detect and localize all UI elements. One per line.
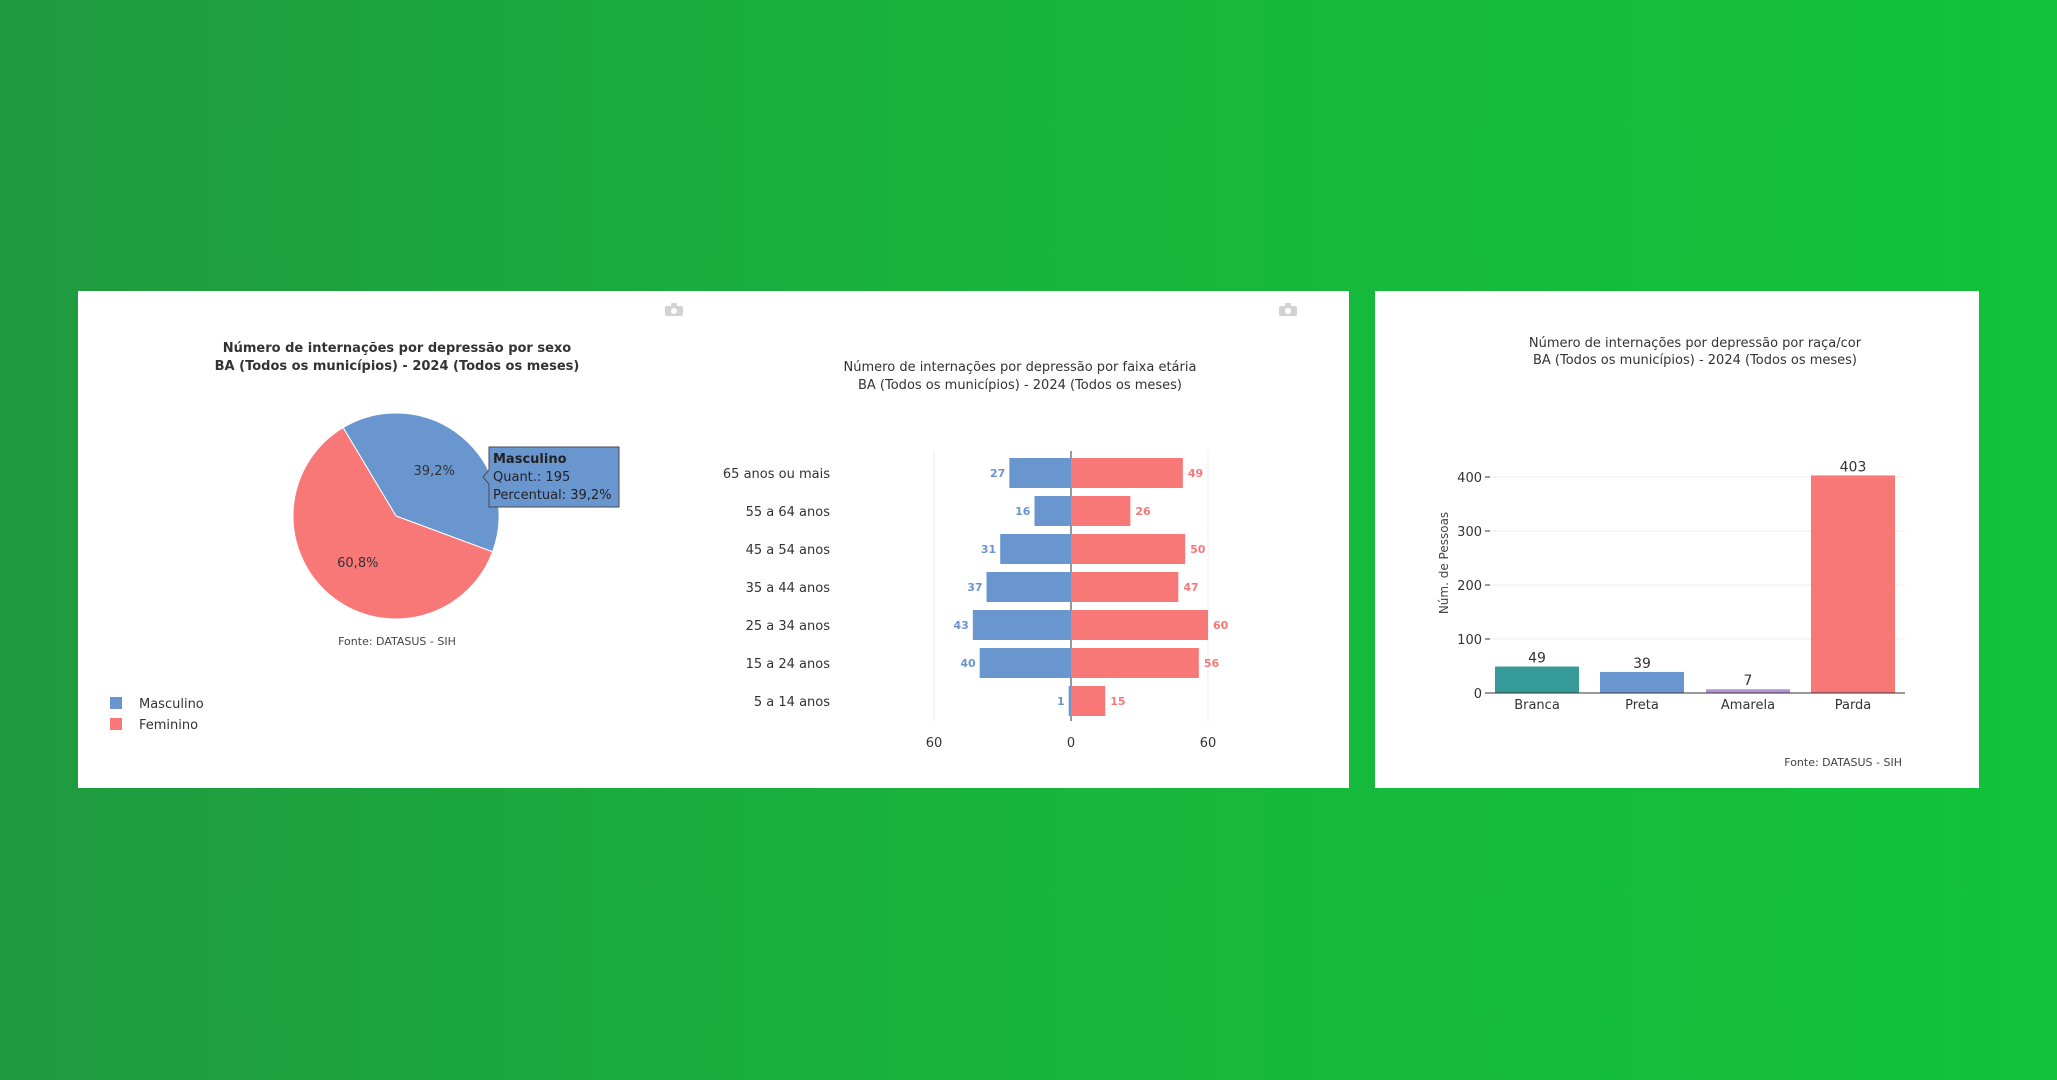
age-category-label: 45 a 54 anos — [746, 543, 831, 558]
race-chart-subtitle: BA (Todos os municípios) - 2024 (Todos o… — [1533, 353, 1857, 368]
age-value-label-right: 49 — [1188, 467, 1203, 480]
age-category-label: 55 a 64 anos — [746, 505, 831, 520]
pie-chart-subtitle: BA (Todos os municípios) - 2024 (Todos o… — [215, 359, 580, 374]
age-bar-left[interactable] — [979, 648, 1071, 678]
tooltip-quantity: Quant.: 195 — [493, 470, 570, 485]
race-y-tick-label: 0 — [1474, 687, 1482, 702]
camera-icon[interactable] — [1279, 303, 1297, 316]
age-bar-left[interactable] — [986, 572, 1071, 602]
pie-legend: Masculino Feminino — [110, 697, 204, 733]
age-value-label-right: 47 — [1183, 581, 1198, 594]
legend-label-feminino[interactable]: Feminino — [139, 718, 198, 733]
age-value-label-right: 15 — [1110, 695, 1125, 708]
age-value-label-left: 40 — [960, 657, 976, 670]
age-bar-left[interactable] — [1000, 534, 1071, 564]
age-category-label: 5 a 14 anos — [754, 695, 830, 710]
age-bar-right[interactable] — [1071, 610, 1208, 640]
pie-slice-label: 60,8% — [337, 556, 378, 571]
race-y-axis-label: Núm. de Pessoas — [1437, 512, 1451, 614]
age-category-label: 65 anos ou mais — [723, 467, 830, 482]
left-charts-svg: Número de internações por depressão por … — [110, 341, 1229, 751]
age-value-label-right: 56 — [1204, 657, 1220, 670]
age-value-label-left: 43 — [954, 619, 969, 632]
legend-label-masculino[interactable]: Masculino — [139, 697, 204, 712]
race-category-label: Parda — [1835, 698, 1872, 713]
right-chart-panel: Número de internações por depressão por … — [1375, 291, 1979, 788]
age-bar-left[interactable] — [1009, 458, 1071, 488]
age-value-label-left: 16 — [1015, 505, 1031, 518]
age-x-tick-label: 60 — [1200, 736, 1217, 751]
race-value-label: 403 — [1840, 459, 1867, 475]
age-category-label: 25 a 34 anos — [746, 619, 831, 634]
race-chart-svg: Número de internações por depressão por … — [1437, 336, 1905, 769]
pie-chart-title: Número de internações por depressão por … — [223, 341, 572, 356]
age-bar-left[interactable] — [972, 610, 1071, 640]
tooltip-title: Masculino — [493, 452, 567, 467]
age-value-label-left: 31 — [981, 543, 996, 556]
pie-slice-label: 39,2% — [414, 464, 455, 479]
race-category-label: Branca — [1514, 698, 1560, 713]
race-category-label: Amarela — [1721, 698, 1775, 713]
race-bar-amarela[interactable] — [1706, 689, 1790, 693]
race-bar-preta[interactable] — [1600, 671, 1684, 693]
age-category-label: 15 a 24 anos — [746, 657, 831, 672]
age-chart-title: Número de internações por depressão por … — [844, 360, 1197, 375]
race-chart-title: Número de internações por depressão por … — [1529, 336, 1862, 351]
age-bar-right[interactable] — [1071, 686, 1106, 716]
race-y-tick-label: 300 — [1457, 525, 1482, 540]
age-bar-right[interactable] — [1071, 572, 1179, 602]
left-chart-panel: Número de internações por depressão por … — [78, 291, 1349, 788]
tooltip-percent: Percentual: 39,2% — [493, 488, 612, 503]
age-value-label-right: 60 — [1213, 619, 1229, 632]
age-x-tick-label: 60 — [926, 736, 943, 751]
age-x-tick-label: 0 — [1067, 736, 1075, 751]
age-chart-subtitle: BA (Todos os municípios) - 2024 (Todos o… — [858, 378, 1182, 393]
race-value-label: 7 — [1744, 673, 1753, 689]
camera-icon[interactable] — [665, 303, 683, 316]
race-y-tick-label: 400 — [1457, 471, 1482, 486]
pie-source-label: Fonte: DATASUS - SIH — [338, 635, 456, 648]
legend-swatch-feminino[interactable] — [110, 718, 122, 730]
race-value-label: 49 — [1528, 651, 1546, 667]
race-bar-branca[interactable] — [1495, 666, 1579, 693]
age-value-label-right: 50 — [1190, 543, 1206, 556]
age-value-label-right: 26 — [1135, 505, 1151, 518]
legend-swatch-masculino[interactable] — [110, 697, 122, 709]
age-bar-right[interactable] — [1071, 458, 1183, 488]
age-value-label-left: 1 — [1057, 695, 1065, 708]
race-bar-parda[interactable] — [1811, 475, 1895, 693]
age-pyramid-chart: 65 anos ou mais 27 49 55 a 64 anos 16 26 45 a … — [723, 451, 1229, 751]
age-bar-right[interactable] — [1071, 648, 1199, 678]
pie-slice-masculino[interactable] — [342, 412, 500, 553]
race-bar-chart: 0 100 200 300 400 49 Branca 39 Preta 7 Amarela 403 P… — [1457, 459, 1905, 713]
age-bar-left[interactable] — [1034, 496, 1071, 526]
age-value-label-left: 37 — [967, 581, 982, 594]
race-y-tick-label: 100 — [1457, 633, 1482, 648]
race-value-label: 39 — [1633, 656, 1651, 672]
pie-tooltip: Masculino Quant.: 195 Percentual: 39,2% — [482, 446, 620, 508]
pie-slice-feminino[interactable] — [292, 426, 494, 620]
age-bar-right[interactable] — [1071, 496, 1131, 526]
age-bar-right[interactable] — [1071, 534, 1186, 564]
race-category-label: Preta — [1625, 698, 1659, 713]
age-value-label-left: 27 — [990, 467, 1005, 480]
age-bar-left[interactable] — [1068, 686, 1071, 716]
race-y-tick-label: 200 — [1457, 579, 1482, 594]
pie-chart[interactable]: 39,2% 60,8% Masculino Quant.: 195 Percentual… — [292, 412, 620, 620]
age-category-label: 35 a 44 anos — [746, 581, 831, 596]
race-source-label: Fonte: DATASUS - SIH — [1784, 756, 1902, 769]
